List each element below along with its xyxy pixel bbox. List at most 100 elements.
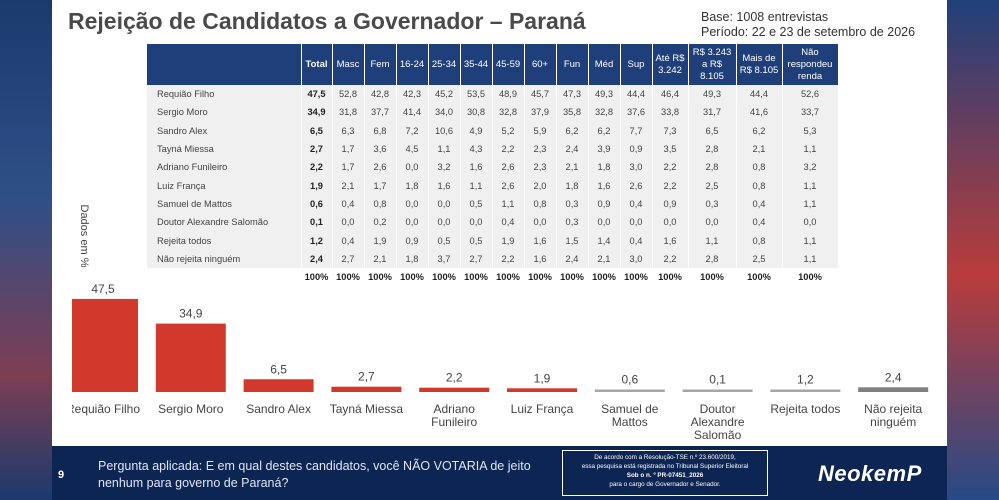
- table-row: Tayná Miessa 2,7 1,7 3,6 4,5 1,1 4,3 2,2 2,3 2,4 3…: [147, 139, 839, 159]
- total-cell: 100%: [492, 267, 525, 287]
- column-header: R$ 3.243 a R$ 8.105: [688, 44, 737, 85]
- table-cell: 2,1: [736, 139, 783, 159]
- table-cell: 0,4: [736, 194, 783, 214]
- column-header: Masc: [332, 44, 365, 85]
- table-cell: 2,8: [688, 249, 737, 268]
- table-cell: 0,4: [332, 231, 365, 250]
- table-cell: 0,6: [301, 194, 333, 214]
- question-text-line1: Pergunta aplicada: E em qual destes cand…: [98, 459, 531, 473]
- table-cell: 0,0: [620, 213, 653, 232]
- rejection-table: Total Masc Fem 16-24 25-34 35-44 45-59 60+ Fun Mé…: [147, 44, 839, 287]
- table-cell: 6,8: [364, 121, 397, 140]
- legal-line: essa pesquisa está registrada no Tribuna…: [581, 463, 749, 470]
- table-cell: 0,4: [620, 194, 653, 214]
- bar: [419, 387, 490, 392]
- table-cell: 1,2: [301, 231, 333, 250]
- table-cell: 6,5: [301, 121, 333, 140]
- bar: [594, 389, 665, 392]
- bar-value-label: 1,9: [534, 371, 551, 385]
- table-cell: 47,3: [556, 85, 589, 104]
- table-cell: 2,1: [332, 176, 365, 195]
- table-cell: 31,8: [332, 103, 365, 122]
- table-cell: 6,2: [588, 121, 621, 140]
- table-cell: 0,9: [652, 194, 689, 214]
- table-cell: 33,8: [652, 103, 689, 122]
- table-cell: 4,9: [460, 121, 493, 140]
- table-cell: 6,3: [332, 121, 365, 140]
- category-label: Sandro Alex: [246, 402, 311, 416]
- table-cell: 1,1: [782, 176, 839, 195]
- bar-value-label: 2,2: [446, 371, 463, 385]
- table-cell: 53,5: [460, 85, 493, 104]
- bar-value-label: 47,5: [91, 282, 115, 296]
- table-cell: 0,4: [332, 194, 365, 214]
- table-cell: 32,8: [588, 103, 621, 122]
- table-cell: 3,9: [588, 139, 621, 159]
- table-cell: 0,4: [492, 213, 525, 232]
- category-label: ninguém: [870, 415, 916, 429]
- table-cell: 37,6: [620, 103, 653, 122]
- table-cell: 0,1: [301, 213, 333, 232]
- totals-blank: [147, 267, 302, 287]
- table-cell: 0,0: [332, 213, 365, 232]
- table-cell: 0,9: [620, 139, 653, 159]
- table-cell: 52,8: [332, 85, 365, 104]
- table-cell: 32,8: [492, 103, 525, 122]
- table-cell: 1,5: [556, 231, 589, 250]
- table-cell: 6,2: [556, 121, 589, 140]
- row-label: Luiz França: [147, 176, 302, 195]
- table-cell: 2,8: [688, 158, 737, 177]
- category-label: Adriano: [434, 402, 476, 416]
- table-cell: 1,6: [588, 176, 621, 195]
- table-cell: 0,9: [588, 194, 621, 214]
- column-header: 35-44: [460, 44, 493, 85]
- table-cell: 3,2: [428, 158, 461, 177]
- table-cell: 2,6: [492, 158, 525, 177]
- table-cell: 34,9: [301, 103, 333, 122]
- column-header: Méd: [588, 44, 621, 85]
- table-cell: 7,7: [620, 121, 653, 140]
- bar-value-label: 0,6: [621, 373, 638, 387]
- table-cell: 5,3: [782, 121, 839, 140]
- page-number: 9: [58, 469, 65, 481]
- table-cell: 0,0: [524, 213, 557, 232]
- column-header: Fun: [556, 44, 589, 85]
- table-cell: 1,7: [332, 139, 365, 159]
- table-cell: 3,0: [620, 249, 653, 268]
- bar-value-label: 1,2: [797, 373, 814, 387]
- table-cell: 34,0: [428, 103, 461, 122]
- table-cell: 1,8: [588, 158, 621, 177]
- bar: [331, 386, 402, 392]
- table-cell: 0,5: [428, 231, 461, 250]
- table-cell: 1,1: [782, 194, 839, 214]
- table-row: Luiz França 1,9 2,1 1,7 1,8 1,6 1,1 2,6 2,0 1,8 1,…: [147, 176, 839, 195]
- table-row: Doutor Alexandre Salomão 0,1 0,0 0,2 0,0 0,0 0…: [147, 213, 839, 232]
- table-cell: 48,9: [492, 85, 525, 104]
- table-cell: 33,7: [782, 103, 839, 122]
- table-cell: 1,8: [396, 176, 429, 195]
- table-cell: 2,4: [556, 249, 589, 268]
- table-cell: 1,6: [652, 231, 689, 250]
- table-cell: 2,5: [736, 249, 783, 268]
- row-label: Sandro Alex: [147, 121, 302, 140]
- table-cell: 0,3: [688, 194, 737, 214]
- table-cell: 1,1: [492, 194, 525, 214]
- footer-bar: [52, 446, 947, 500]
- bar-value-label: 6,5: [270, 362, 287, 376]
- total-cell: 100%: [428, 267, 461, 287]
- category-label: Samuel de: [601, 402, 659, 416]
- table-cell: 35,8: [556, 103, 589, 122]
- row-label: Tayná Miessa: [147, 139, 302, 159]
- bar: [155, 323, 226, 392]
- table-cell: 0,4: [620, 231, 653, 250]
- table-cell: 45,2: [428, 85, 461, 104]
- rejection-bar-chart: 47,5 Requião Filho 34,9 Sergio Moro 6,5 Sandr…: [72, 282, 929, 442]
- table-cell: 10,6: [428, 121, 461, 140]
- table-cell: 0,0: [782, 213, 839, 232]
- table-cell: 2,2: [652, 249, 689, 268]
- background-left-panel: [0, 0, 52, 500]
- column-header: 25-34: [428, 44, 461, 85]
- table-cell: 2,2: [492, 249, 525, 268]
- row-label: Requião Filho: [147, 85, 302, 104]
- column-header: Total: [301, 44, 333, 85]
